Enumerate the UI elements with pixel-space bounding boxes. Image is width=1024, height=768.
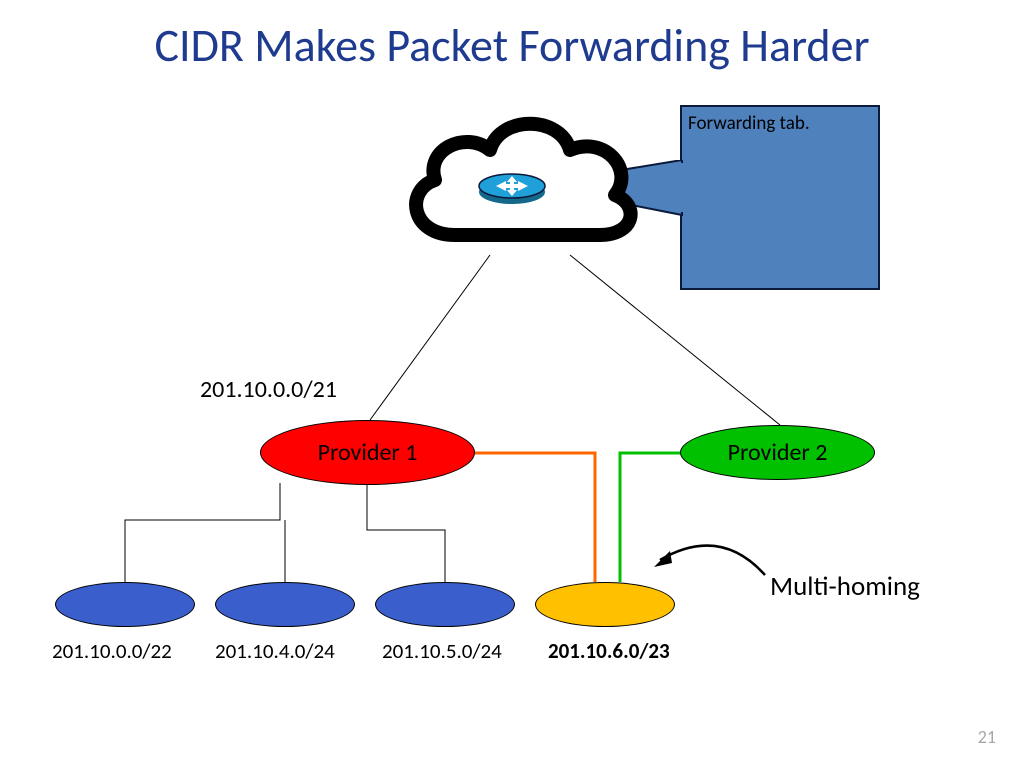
subnet-label-4: 201.10.6.0/23: [548, 638, 670, 664]
subnet-label-2: 201.10.4.0/24: [215, 638, 335, 664]
subnet-node-3: [375, 582, 515, 627]
subnet-label-3: 201.10.5.0/24: [382, 638, 502, 664]
router-icon: [476, 166, 548, 206]
provider-2-node: Provider 2: [680, 425, 875, 480]
forwarding-table-label: Forwarding tab.: [688, 112, 810, 135]
multihoming-label: Multi-homing: [770, 570, 920, 603]
provider-1-node: Provider 1: [260, 420, 475, 485]
subnet-node-1: [55, 582, 195, 627]
page-number: 21: [978, 726, 996, 748]
subnet-label-1: 201.10.0.0/22: [52, 638, 172, 664]
slide-title: CIDR Makes Packet Forwarding Harder: [0, 18, 1024, 74]
cidr-block-label: 201.10.0.0/21: [200, 375, 337, 404]
multihoming-arrow-icon: [650, 505, 780, 595]
subnet-node-2: [215, 582, 355, 627]
